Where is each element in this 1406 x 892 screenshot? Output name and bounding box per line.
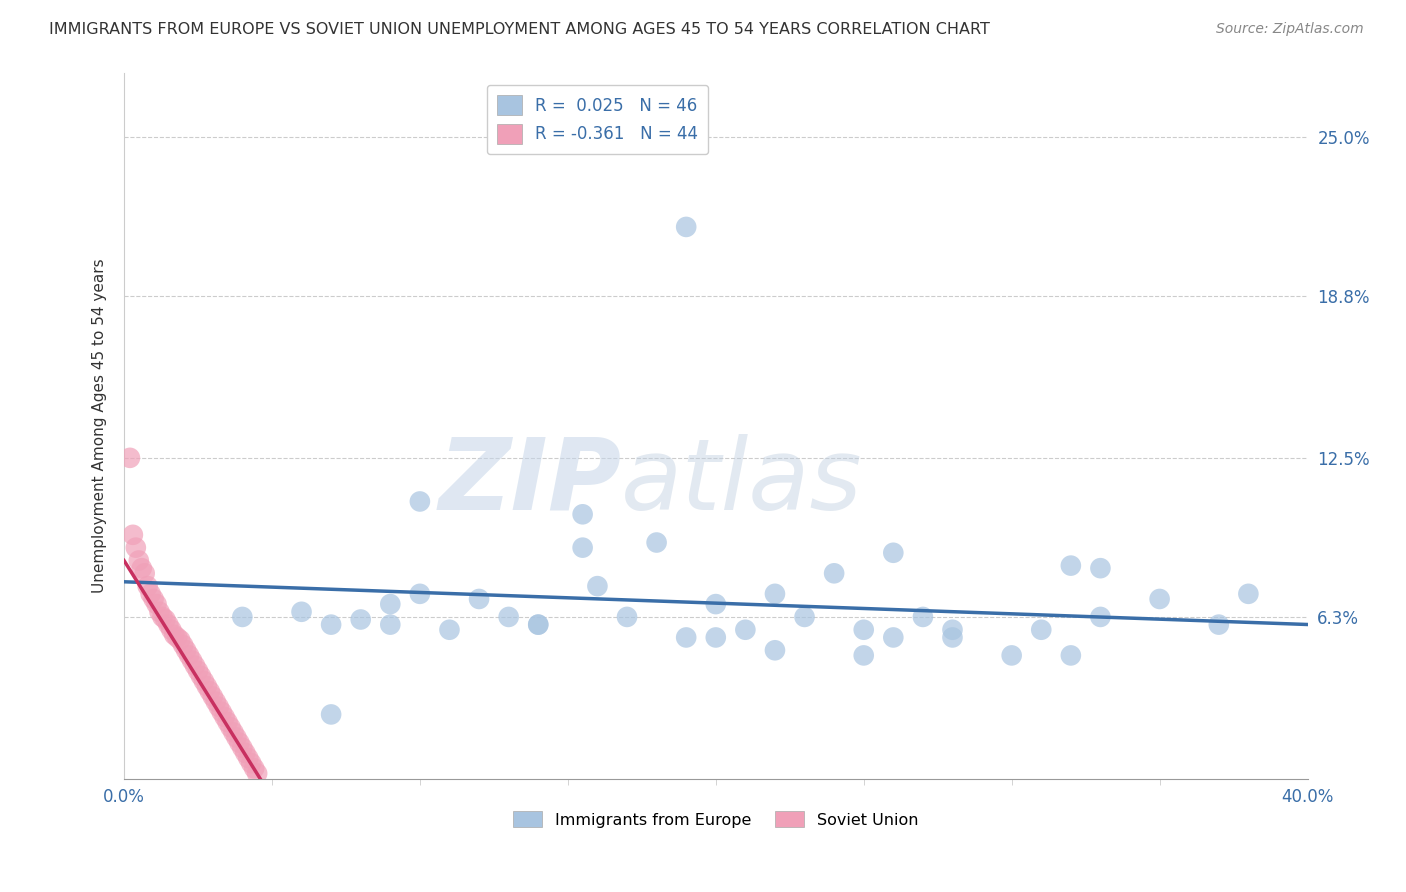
Point <box>823 566 845 581</box>
Point <box>193 674 215 689</box>
Point <box>222 725 245 739</box>
Point <box>763 587 786 601</box>
Point <box>793 610 815 624</box>
Point <box>225 731 247 745</box>
Point <box>184 658 207 673</box>
Point <box>1090 561 1112 575</box>
Point <box>586 579 609 593</box>
Point <box>134 566 156 581</box>
Point <box>240 756 263 771</box>
Point <box>675 219 697 234</box>
Point <box>190 669 212 683</box>
Point <box>1031 623 1053 637</box>
Point <box>380 597 402 611</box>
Point <box>527 617 550 632</box>
Point <box>181 654 204 668</box>
Point <box>409 587 432 601</box>
Point <box>645 535 668 549</box>
Point <box>1060 648 1083 663</box>
Point <box>201 690 224 704</box>
Point <box>128 553 150 567</box>
Point <box>1090 610 1112 624</box>
Point <box>214 710 236 724</box>
Point <box>195 679 218 693</box>
Point <box>321 707 343 722</box>
Point <box>118 450 141 465</box>
Point <box>911 610 934 624</box>
Point <box>1208 617 1230 632</box>
Point <box>166 631 188 645</box>
Point <box>139 587 162 601</box>
Point <box>177 648 200 663</box>
Point <box>231 740 253 755</box>
Text: atlas: atlas <box>621 434 863 531</box>
Point <box>219 720 242 734</box>
Point <box>163 628 186 642</box>
Point <box>174 643 197 657</box>
Point <box>217 715 239 730</box>
Point <box>852 648 875 663</box>
Point <box>350 612 373 626</box>
Point <box>616 610 638 624</box>
Point <box>169 633 191 648</box>
Point <box>231 610 253 624</box>
Point <box>763 643 786 657</box>
Point <box>734 623 756 637</box>
Point <box>882 546 904 560</box>
Point <box>148 605 170 619</box>
Text: Source: ZipAtlas.com: Source: ZipAtlas.com <box>1216 22 1364 37</box>
Point <box>527 617 550 632</box>
Point <box>155 612 177 626</box>
Point <box>211 705 233 719</box>
Point <box>243 761 266 775</box>
Legend: Immigrants from Europe, Soviet Union: Immigrants from Europe, Soviet Union <box>508 805 925 834</box>
Point <box>246 766 269 780</box>
Point <box>142 591 165 606</box>
Point <box>321 617 343 632</box>
Point <box>1060 558 1083 573</box>
Text: ZIP: ZIP <box>439 434 621 531</box>
Point <box>122 528 145 542</box>
Point <box>238 751 260 765</box>
Point <box>198 684 221 698</box>
Point <box>852 623 875 637</box>
Point <box>152 610 174 624</box>
Point <box>131 561 153 575</box>
Point <box>125 541 148 555</box>
Point <box>136 579 159 593</box>
Point <box>571 541 593 555</box>
Point <box>160 623 183 637</box>
Point <box>187 664 209 678</box>
Point <box>1001 648 1024 663</box>
Point <box>675 631 697 645</box>
Point <box>380 617 402 632</box>
Y-axis label: Unemployment Among Ages 45 to 54 years: Unemployment Among Ages 45 to 54 years <box>93 259 107 593</box>
Point <box>941 623 963 637</box>
Point <box>704 597 727 611</box>
Point <box>228 736 250 750</box>
Point <box>409 494 432 508</box>
Point <box>439 623 461 637</box>
Point <box>172 638 194 652</box>
Point <box>145 597 167 611</box>
Point <box>1149 591 1171 606</box>
Point <box>1237 587 1260 601</box>
Point <box>498 610 520 624</box>
Point <box>233 746 256 760</box>
Point <box>882 631 904 645</box>
Point <box>571 508 593 522</box>
Point <box>204 695 226 709</box>
Point <box>941 631 963 645</box>
Point <box>704 631 727 645</box>
Point <box>468 591 491 606</box>
Point <box>157 617 180 632</box>
Point <box>208 699 231 714</box>
Text: IMMIGRANTS FROM EUROPE VS SOVIET UNION UNEMPLOYMENT AMONG AGES 45 TO 54 YEARS CO: IMMIGRANTS FROM EUROPE VS SOVIET UNION U… <box>49 22 990 37</box>
Point <box>290 605 312 619</box>
